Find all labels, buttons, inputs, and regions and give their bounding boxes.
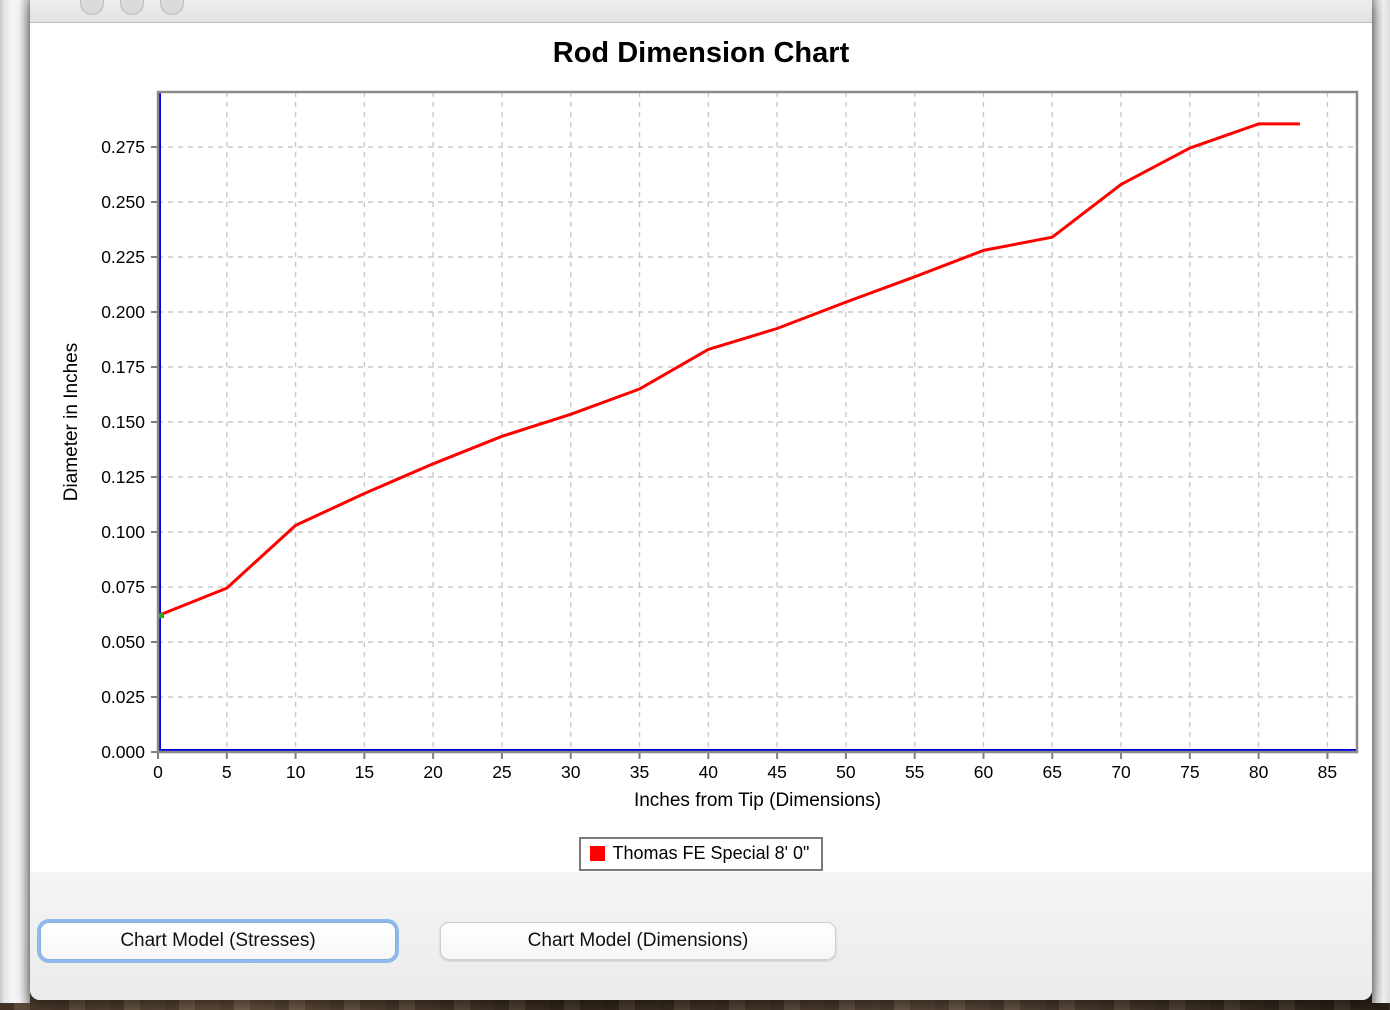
svg-text:0.275: 0.275 [101,137,145,157]
close-button[interactable] [80,0,104,15]
svg-text:5: 5 [222,762,232,782]
svg-text:0.200: 0.200 [101,302,145,322]
svg-text:0.075: 0.075 [101,577,145,597]
svg-text:30: 30 [561,762,581,782]
svg-text:0.000: 0.000 [101,742,145,762]
minimize-button[interactable] [120,0,144,15]
svg-text:40: 40 [699,762,719,782]
svg-text:0.100: 0.100 [101,522,145,542]
background-window-left-edge [0,0,30,1003]
svg-text:60: 60 [974,762,994,782]
svg-text:45: 45 [767,762,786,782]
svg-text:0.025: 0.025 [101,687,145,707]
svg-text:50: 50 [836,762,856,782]
app-window: Rod Dimension Chart 0 5 10 15 20 25 30 35 40 45 50… [30,0,1372,1000]
svg-text:20: 20 [423,762,443,782]
zoom-button[interactable] [160,0,184,15]
x-axis-label: Inches from Tip (Dimensions) [633,790,882,811]
chart-model-stresses-button[interactable]: Chart Model (Stresses) [40,922,396,960]
svg-text:70: 70 [1111,762,1131,782]
svg-text:0.150: 0.150 [101,412,145,432]
svg-text:55: 55 [905,762,924,782]
legend-box: Thomas FE Special 8' 0" [578,837,824,871]
svg-text:0.225: 0.225 [101,247,145,267]
y-axis-label: Diameter in Inches [61,342,82,502]
svg-text:0.175: 0.175 [101,357,145,377]
chart-model-dimensions-button[interactable]: Chart Model (Dimensions) [440,922,836,960]
svg-text:10: 10 [286,762,306,782]
window-titlebar[interactable] [30,0,1372,23]
chart-title: Rod Dimension Chart [552,37,850,69]
svg-text:0.125: 0.125 [101,467,145,487]
background-window-right-edge [1372,0,1390,1003]
button-bar: Chart Model (Stresses) Chart Model (Dime… [30,872,1372,1000]
svg-text:0.050: 0.050 [101,632,145,652]
plot-area: 0 5 10 15 20 25 30 35 40 45 50 55 60 65 70 75 80 85 0.000 0… [101,90,1359,782]
svg-text:25: 25 [492,762,511,782]
legend-series-label: Thomas FE Special 8' 0" [612,843,810,863]
svg-text:0: 0 [153,762,163,782]
svg-text:35: 35 [630,762,649,782]
chart-panel: Rod Dimension Chart 0 5 10 15 20 25 30 35 40 45 50… [30,23,1372,872]
svg-text:0.250: 0.250 [101,192,145,212]
legend-series-swatch [589,846,605,861]
svg-text:80: 80 [1249,762,1269,782]
svg-text:15: 15 [355,762,374,782]
svg-text:75: 75 [1180,762,1199,782]
svg-text:65: 65 [1043,762,1062,782]
svg-text:85: 85 [1318,762,1337,782]
